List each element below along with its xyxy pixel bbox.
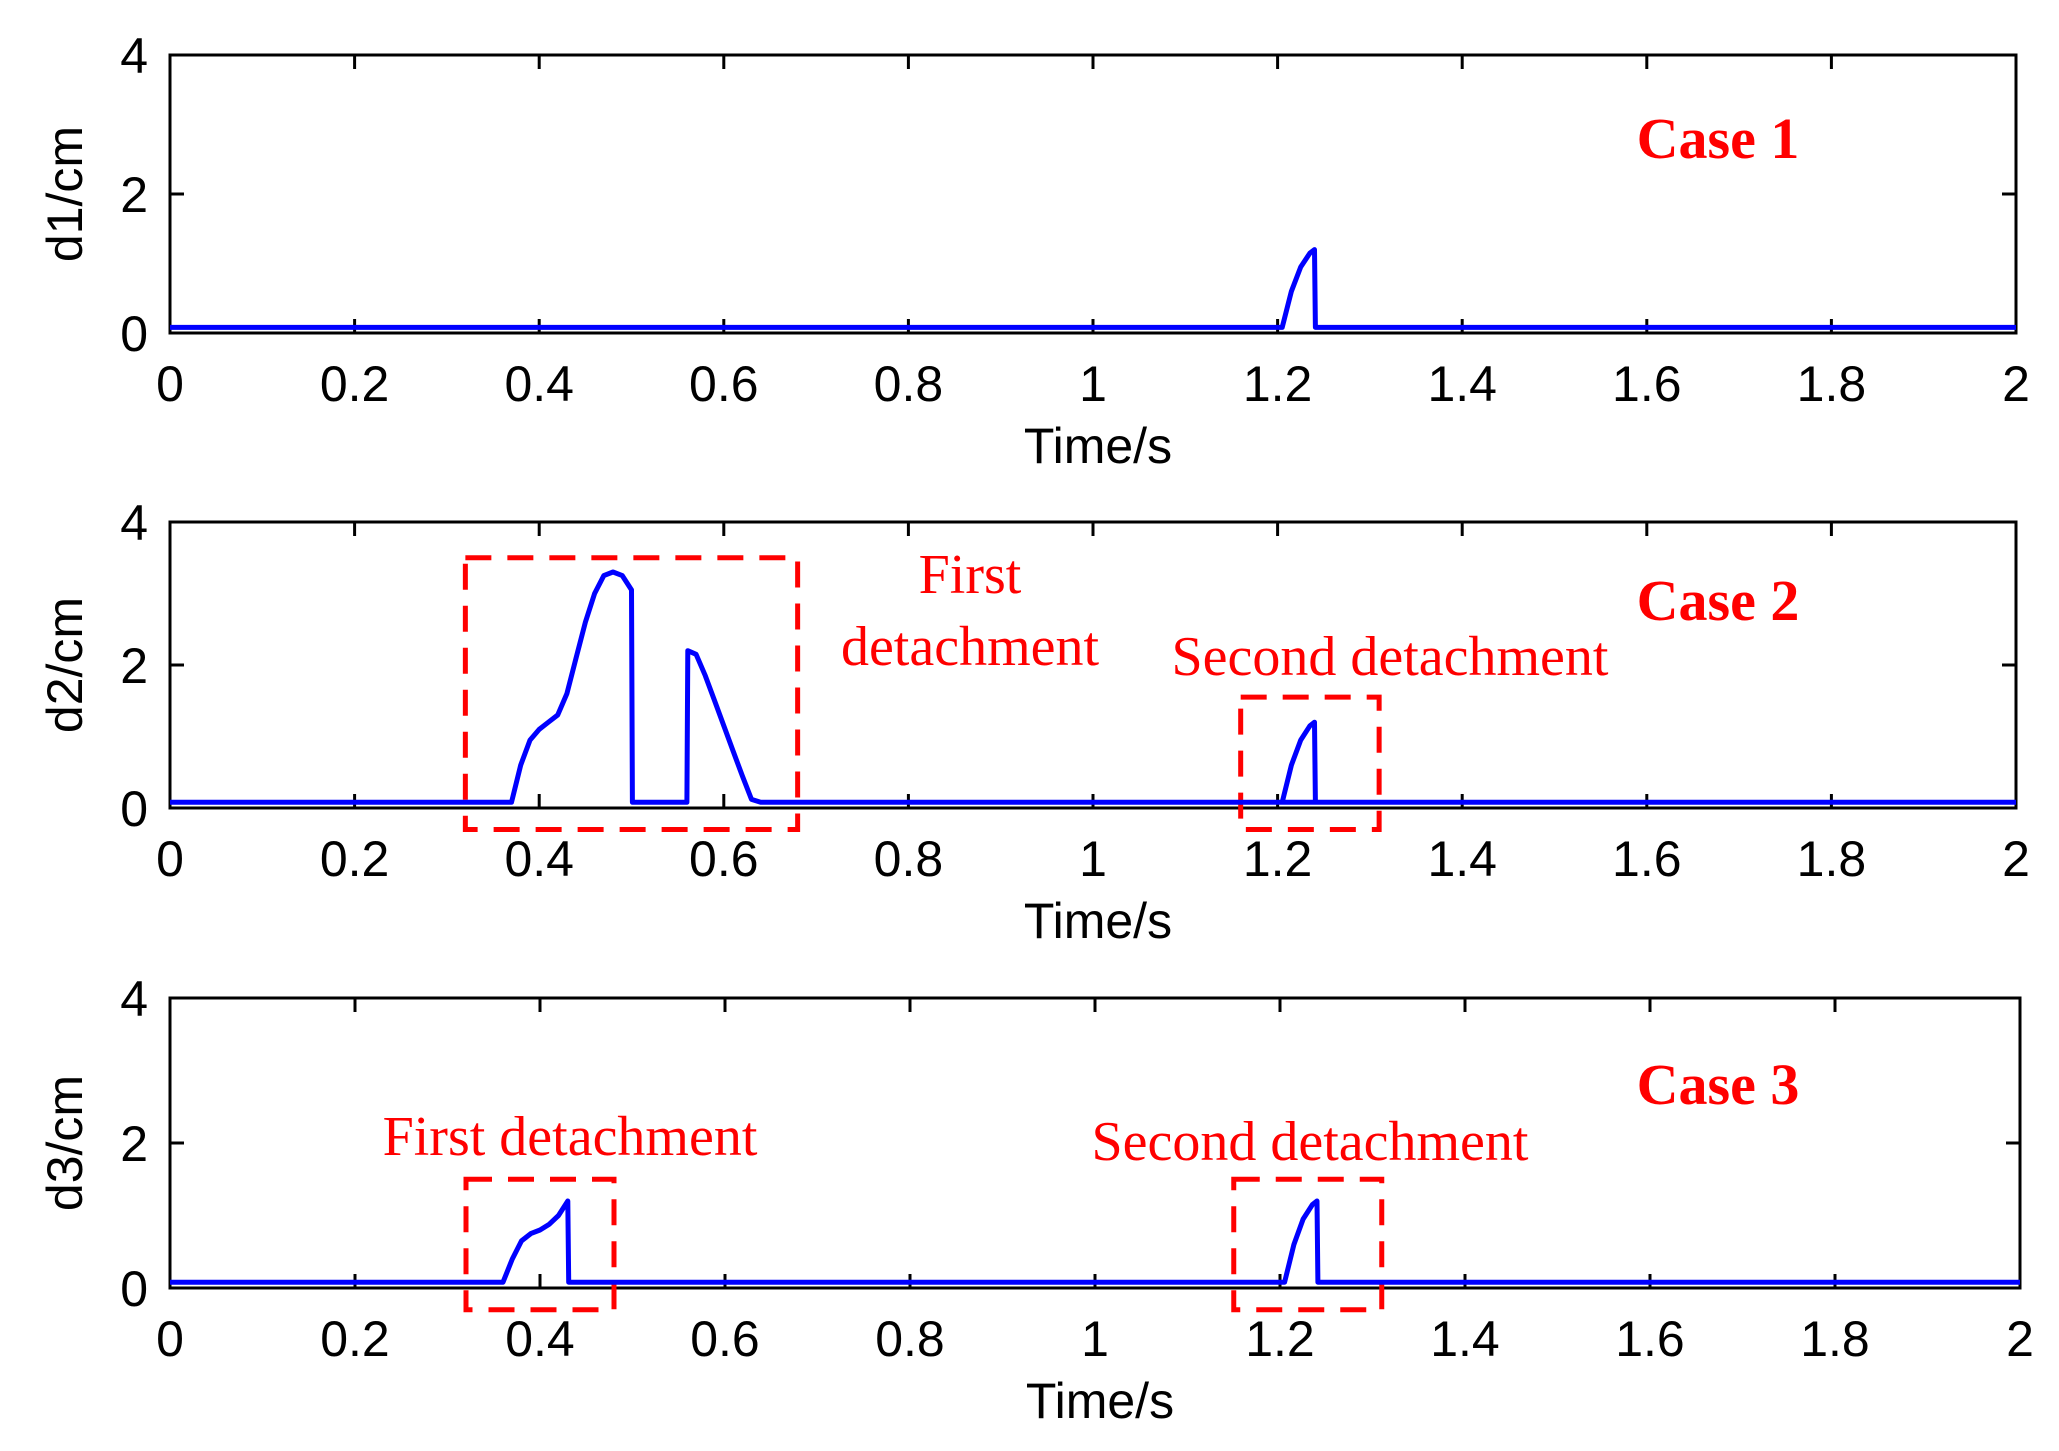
- x-tick-label: 0: [156, 831, 184, 887]
- detachment-highlight-box: [462, 555, 801, 832]
- x-tick-label: 0.6: [690, 1311, 760, 1367]
- case-label: Case 3: [1637, 1052, 1800, 1117]
- series-line-d2: [170, 569, 2016, 805]
- y-axis-label: d2/cm: [37, 597, 93, 733]
- detachment-highlight-box: [1238, 694, 1382, 832]
- x-tick-label: 0.4: [504, 831, 574, 887]
- x-tick-label: 1.2: [1243, 356, 1313, 412]
- x-tick-label: 1: [1081, 1311, 1109, 1367]
- x-tick-label: 1: [1079, 356, 1107, 412]
- case-label: Case 2: [1637, 568, 1800, 633]
- x-tick-label: 0.8: [875, 1311, 945, 1367]
- detachment-annotation: detachment: [841, 616, 1100, 678]
- y-tick-label: 4: [120, 971, 148, 1027]
- x-tick-label: 1.2: [1243, 831, 1313, 887]
- x-tick-label: 1.6: [1615, 1311, 1685, 1367]
- x-tick-label: 0.6: [689, 831, 759, 887]
- y-tick-label: 4: [120, 495, 148, 551]
- x-axis-label: Time/s: [1026, 1373, 1174, 1429]
- panel-3: 0 0.2 0.4 0.6 0.8 1 1.2 1.4 1.6 1.8 2 0 2 4 Time/s d3/c…: [37, 971, 2034, 1429]
- x-axis-label: Time/s: [1024, 418, 1172, 474]
- detachment-highlight-box: [1231, 1176, 1385, 1313]
- panel-1: 0 0.2 0.4 0.6 0.8 1 1.2 1.4 1.6 1.8 2 0 2 4 Time/s d1/c…: [37, 28, 2030, 474]
- x-tick-label: 1.8: [1797, 356, 1867, 412]
- x-tick-label: 1.4: [1427, 356, 1497, 412]
- x-tick-label: 0.2: [320, 1311, 390, 1367]
- x-tick-label: 0.2: [320, 356, 390, 412]
- x-tick-label: 2: [2002, 831, 2030, 887]
- x-tick-label: 2: [2006, 1311, 2034, 1367]
- x-tick-label: 1.4: [1430, 1311, 1500, 1367]
- y-tick-label: 2: [120, 1116, 148, 1172]
- detachment-annotation: First detachment: [383, 1106, 758, 1168]
- detachment-annotation: Second detachment: [1172, 626, 1609, 688]
- axes-box: [168, 53, 2018, 335]
- y-tick-label: 4: [120, 28, 148, 84]
- y-tick-label: 0: [120, 1261, 148, 1317]
- panel-2: 0 0.2 0.4 0.6 0.8 1 1.2 1.4 1.6 1.8 2 0 2 4 Time/s d2/c…: [37, 495, 2030, 949]
- x-tick-label: 1.8: [1797, 831, 1867, 887]
- y-tick-label: 0: [120, 306, 148, 362]
- x-tick-label: 0.6: [689, 356, 759, 412]
- series-line-d2-second: [1279, 719, 1318, 803]
- detachment-annotation: Second detachment: [1092, 1111, 1529, 1173]
- detachment-highlight-box: [463, 1176, 617, 1313]
- x-tick-label: 2: [2002, 356, 2030, 412]
- case-label: Case 1: [1637, 106, 1800, 171]
- x-tick-label: 0.2: [320, 831, 390, 887]
- x-tick-label: 0.8: [874, 356, 944, 412]
- x-tick-label: 1.4: [1427, 831, 1497, 887]
- x-tick-label: 0: [156, 356, 184, 412]
- y-tick-label: 2: [120, 167, 148, 223]
- x-tick-label: 1.2: [1245, 1311, 1315, 1367]
- y-axis-label: d3/cm: [37, 1075, 93, 1211]
- x-tick-label: 1.8: [1800, 1311, 1870, 1367]
- x-tick-label: 1.6: [1612, 356, 1682, 412]
- detachment-annotation: First: [919, 544, 1022, 606]
- series-line-d3: [170, 1198, 2020, 1285]
- x-tick-label: 1.6: [1612, 831, 1682, 887]
- x-tick-label: 0.4: [504, 356, 574, 412]
- x-tick-label: 0.8: [874, 831, 944, 887]
- x-axis-label: Time/s: [1024, 893, 1172, 949]
- x-tick-label: 0: [156, 1311, 184, 1367]
- y-tick-label: 2: [120, 638, 148, 694]
- x-tick-label: 0.4: [505, 1311, 575, 1367]
- y-axis-label: d1/cm: [37, 126, 93, 262]
- x-tick-label: 1: [1079, 831, 1107, 887]
- y-tick-label: 0: [120, 781, 148, 837]
- series-line-d1: [170, 247, 2016, 330]
